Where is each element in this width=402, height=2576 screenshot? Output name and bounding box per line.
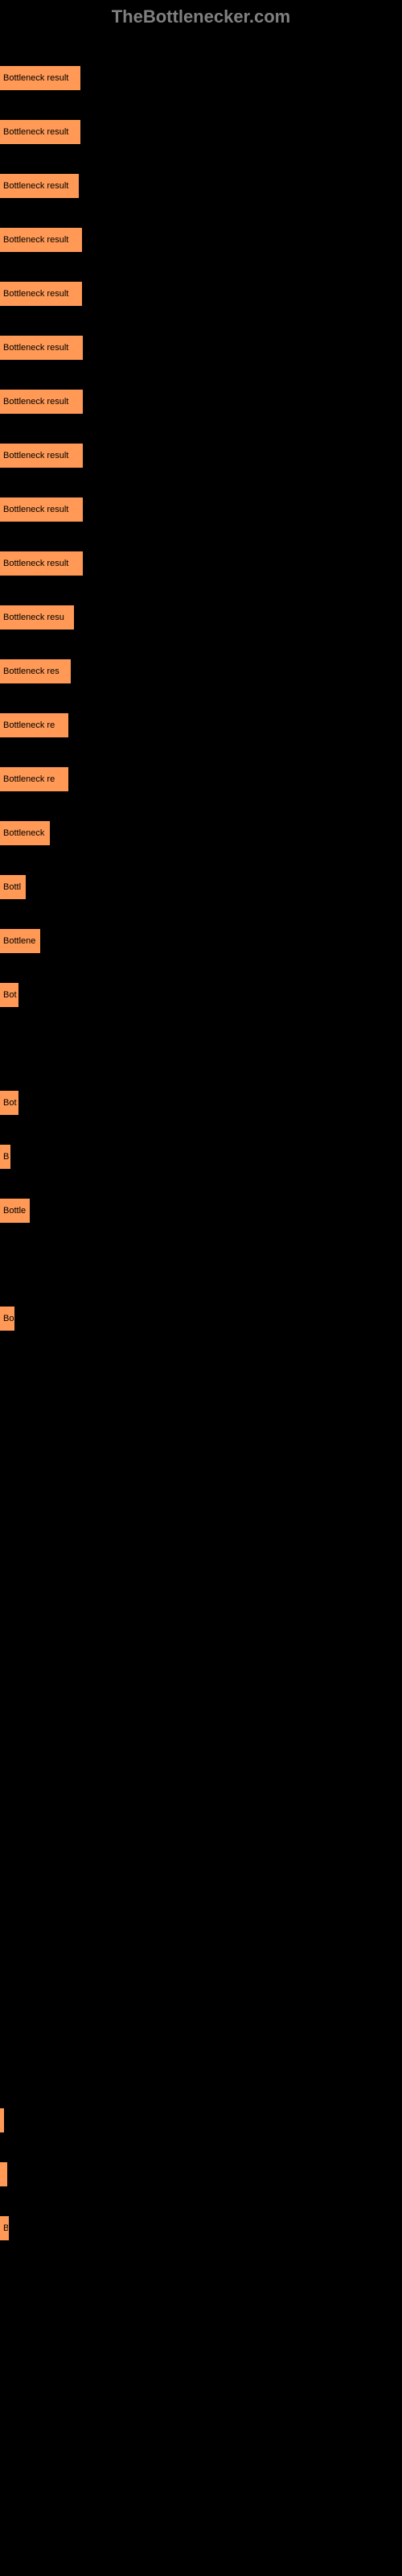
chart-bar: Bot — [0, 983, 18, 1007]
page-header: TheBottlenecker.com — [0, 0, 402, 34]
bar-label: Bottleneck result — [3, 559, 68, 568]
bar-label: Bottleneck result — [3, 127, 68, 137]
bar-label: Bo — [3, 1314, 14, 1323]
chart-bar: Bottleneck result — [0, 497, 83, 522]
chart-bar: Bottleneck result — [0, 444, 83, 468]
chart-bar: Bottleneck result — [0, 120, 80, 144]
bar-label: Bottlene — [3, 936, 35, 946]
bar-label: Bottleneck result — [3, 505, 68, 514]
bar-label: Bottleneck res — [3, 667, 59, 676]
chart-bar: Bottleneck result — [0, 228, 82, 252]
chart-bar: Bottleneck result — [0, 66, 80, 90]
bar-label: Bottleneck result — [3, 397, 68, 407]
chart-bar: Bottleneck result — [0, 336, 83, 360]
bar-label: Bottleneck — [3, 828, 44, 838]
chart-bar — [0, 2108, 4, 2132]
chart-bar: Bottleneck result — [0, 174, 79, 198]
bar-label: Bottleneck re — [3, 774, 55, 784]
chart-bar: Bottleneck result — [0, 390, 83, 414]
bar-label: Bottleneck result — [3, 451, 68, 460]
chart-bar: Bottl — [0, 875, 26, 899]
chart-bar: Bottleneck result — [0, 551, 83, 576]
chart-bar: Bottle — [0, 1199, 30, 1223]
chart-bar: Bo — [0, 1307, 14, 1331]
chart-bar: Bottleneck res — [0, 659, 71, 683]
bar-label: Bottleneck result — [3, 235, 68, 245]
chart-bar: Bottleneck — [0, 821, 50, 845]
bar-label: Bottleneck result — [3, 343, 68, 353]
chart-bar: Bottleneck re — [0, 767, 68, 791]
bar-label: Bottle — [3, 1206, 26, 1216]
bar-label: Bot — [3, 990, 17, 1000]
chart-bar: Bottleneck re — [0, 713, 68, 737]
chart-bar: Bottleneck result — [0, 282, 82, 306]
chart-bar — [0, 2162, 7, 2186]
bar-label: Bottleneck resu — [3, 613, 64, 622]
bar-label: B — [3, 1152, 9, 1162]
chart-bar: B — [0, 1145, 10, 1169]
bar-label: Bottleneck result — [3, 289, 68, 299]
bar-label: Bottleneck re — [3, 720, 55, 730]
chart-bar: B — [0, 2216, 9, 2240]
bar-label: Bottleneck result — [3, 181, 68, 191]
chart-bar: Bot — [0, 1091, 18, 1115]
bar-label: Bottl — [3, 882, 21, 892]
bar-label: Bot — [3, 1098, 17, 1108]
bar-label: Bottleneck result — [3, 73, 68, 83]
chart-bar: Bottlene — [0, 929, 40, 953]
bar-label: B — [3, 2223, 9, 2233]
chart-bar: Bottleneck resu — [0, 605, 74, 630]
